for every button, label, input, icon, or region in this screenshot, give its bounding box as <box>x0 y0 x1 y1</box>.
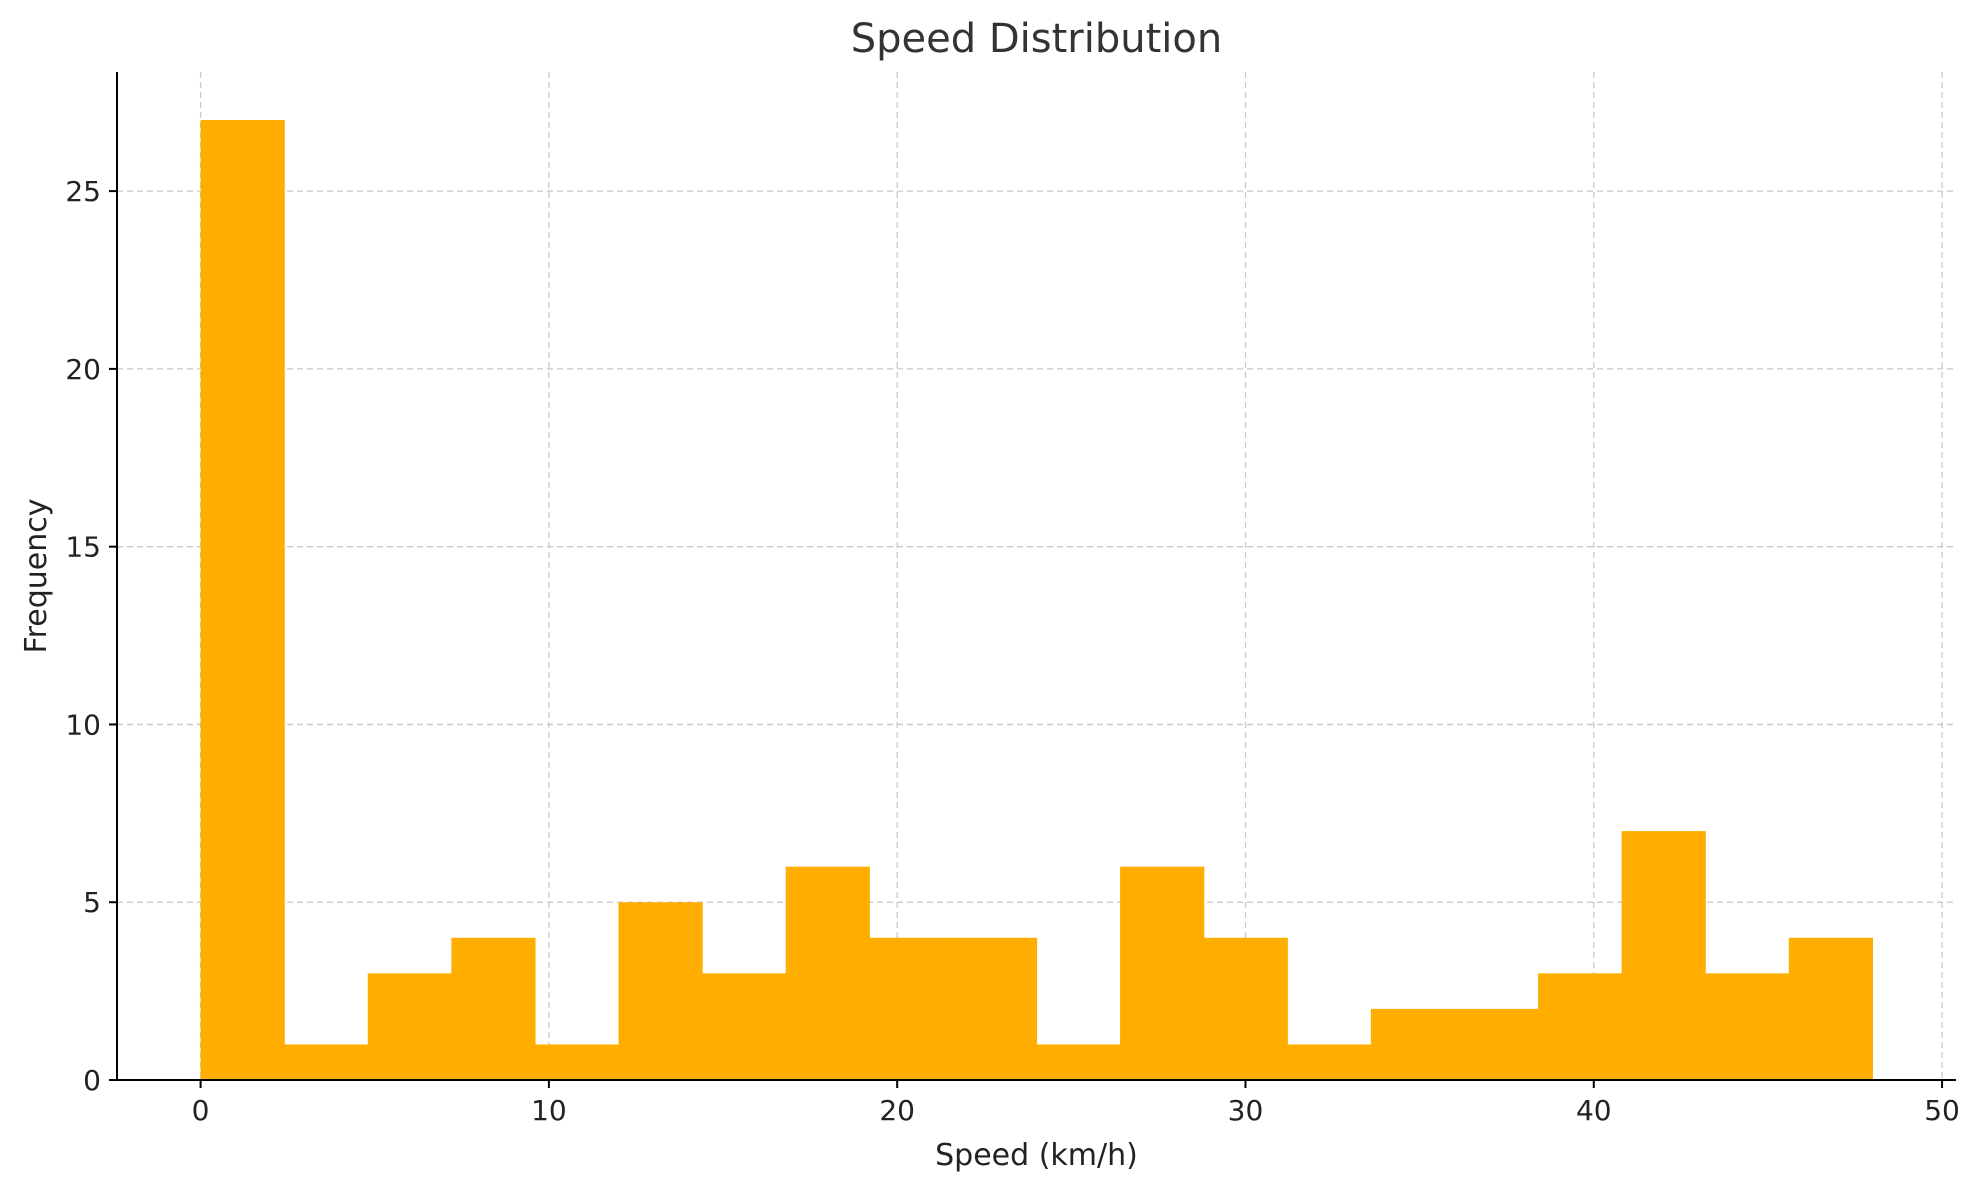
axis-layer <box>116 72 1956 1081</box>
histogram-bar <box>618 902 703 1080</box>
histogram-bar <box>534 1044 620 1080</box>
y-axis-label: Frequency <box>19 499 54 654</box>
x-tick-label: 0 <box>192 1094 210 1127</box>
histogram-bar <box>1621 831 1706 1080</box>
x-axis-label: Speed (km/h) <box>935 1138 1138 1173</box>
histogram-bar <box>367 973 452 1080</box>
histogram-bar <box>1370 1008 1456 1080</box>
histogram-bar <box>785 866 870 1080</box>
chart-title: Speed Distribution <box>851 16 1222 62</box>
histogram-bar <box>284 1044 369 1080</box>
y-tick-label: 10 <box>65 708 101 741</box>
histogram-bar <box>1454 1008 1539 1080</box>
histogram-bar <box>1036 1044 1121 1080</box>
histogram-bar <box>1203 937 1288 1080</box>
bar-layer <box>200 120 1874 1080</box>
histogram-bar <box>869 937 954 1080</box>
histogram-bar <box>1705 973 1790 1080</box>
histogram-bar <box>952 937 1038 1080</box>
x-tick-label: 20 <box>879 1094 915 1127</box>
y-tick-label: 20 <box>65 353 101 386</box>
histogram-bar <box>1788 937 1874 1080</box>
x-tick-label: 40 <box>1576 1094 1612 1127</box>
histogram-bar <box>200 120 285 1080</box>
tick-layer: 0 10 20 30 40 50 0 5 10 15 20 25 <box>65 175 1960 1127</box>
x-tick-label: 10 <box>531 1094 567 1127</box>
y-tick-label: 0 <box>83 1064 101 1097</box>
histogram-bar <box>702 973 787 1080</box>
histogram-bar <box>1538 973 1623 1080</box>
x-tick-label: 50 <box>1924 1094 1960 1127</box>
y-tick-label: 25 <box>65 175 101 208</box>
histogram-bar <box>1120 866 1205 1080</box>
x-tick-label: 30 <box>1228 1094 1264 1127</box>
histogram-bar <box>1287 1044 1372 1080</box>
y-tick-label: 5 <box>83 886 101 919</box>
histogram-bar <box>451 937 536 1080</box>
y-tick-label: 15 <box>65 531 101 564</box>
